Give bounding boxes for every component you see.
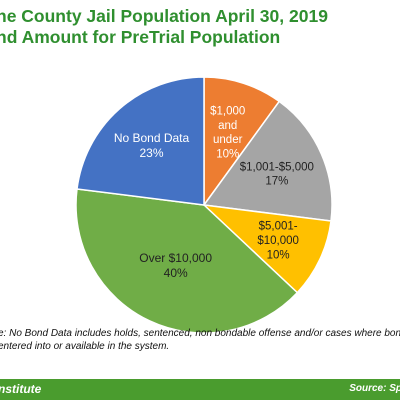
footnote-line1: e: No Bond Data includes holds, sentence… [0,328,400,339]
pie-slice-4 [76,76,205,206]
pie-category-label: $1,000 [210,105,245,117]
pie-value-label: 10% [216,149,239,161]
footer-organization: nstitute [0,382,42,396]
footer-bar: nstitute Source: Sp [0,379,400,400]
pie-slice-3 [75,188,299,334]
pie-label-4: No Bond Data 23% [114,131,190,160]
pie-category-label: under [213,134,243,146]
pie-slice-1 [202,100,333,222]
pie-label-1: $1,001-$5,000 17% [240,161,314,187]
footnote-line2: entered into or available in the system. [0,341,170,352]
pie-category-label: $1,001-$5,000 [240,161,314,173]
pie-value-label: 23% [140,146,164,160]
pie-category-label: $5,001- [259,221,298,233]
pie-value-label: 17% [265,176,288,188]
pie-category-label: $10,000 [257,235,299,247]
footnote: e: No Bond Data includes holds, sentence… [0,327,400,353]
pie-slice-0 [203,76,281,208]
pie-slice-2 [201,203,332,294]
pie-label-0: $1,000 and under 10% [210,105,245,160]
pie-label-2: $5,001- $10,000 10% [257,221,299,262]
chart-title-line2: nd Amount for PreTrial Population [0,27,281,47]
pie-category-label: Over $10,000 [139,251,212,265]
pie-value-label: 10% [267,249,290,261]
pie-category-label: and [218,120,237,132]
chart-title-line1: ne County Jail Population April 30, 2019 [0,6,328,26]
pie-label-3: Over $10,000 40% [139,251,212,280]
footer-source: Source: Sp [349,383,400,394]
pie-category-label: No Bond Data [114,131,190,145]
pie-value-label: 40% [164,266,188,280]
